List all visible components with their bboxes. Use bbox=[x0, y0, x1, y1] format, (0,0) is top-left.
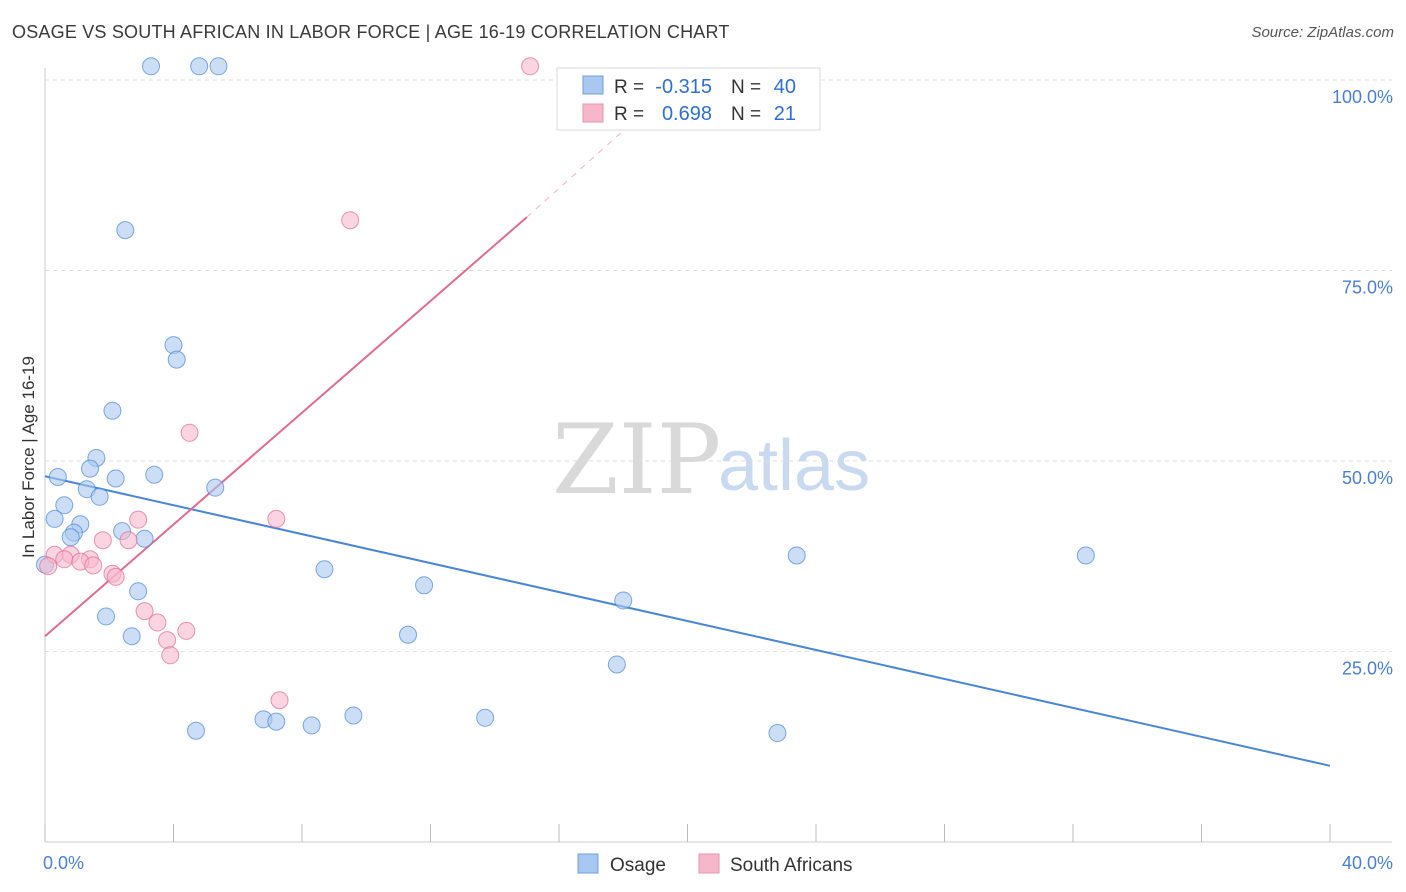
data-point-south-africans bbox=[158, 631, 177, 650]
grid-lines bbox=[45, 79, 1392, 652]
axes bbox=[44, 68, 1392, 843]
data-points bbox=[36, 57, 1095, 743]
data-point-osage bbox=[106, 469, 125, 488]
data-point-osage bbox=[103, 401, 122, 420]
watermark: ZIP atlas bbox=[552, 404, 870, 516]
bottom-legend-label-south-africans: South Africans bbox=[730, 855, 853, 876]
legend-swatch-osage bbox=[582, 75, 604, 95]
chart-title: OSAGE VS SOUTH AFRICAN IN LABOR FORCE | … bbox=[12, 22, 730, 42]
y-tick-label: 25.0% bbox=[1342, 659, 1393, 679]
data-point-south-africans bbox=[148, 613, 167, 632]
watermark-zip: ZIP bbox=[552, 404, 721, 516]
data-point-osage bbox=[399, 625, 418, 644]
data-point-south-africans bbox=[267, 509, 286, 528]
data-point-osage bbox=[607, 655, 626, 674]
legend-swatch-south-africans bbox=[582, 103, 604, 123]
trend-line-osage bbox=[44, 475, 1331, 767]
data-point-osage bbox=[61, 528, 80, 547]
y-axis-label: In Labor Force | Age 16-19 bbox=[19, 356, 38, 558]
legend-n-label-south-africans: N = bbox=[731, 104, 761, 125]
data-point-osage bbox=[90, 487, 109, 506]
data-point-osage bbox=[55, 496, 74, 515]
data-point-osage bbox=[45, 509, 64, 528]
trend-line-south-africans bbox=[44, 216, 528, 638]
x-tick-label: 40.0% bbox=[1342, 853, 1393, 873]
data-point-osage bbox=[122, 627, 141, 646]
data-point-osage bbox=[190, 57, 209, 76]
data-point-south-africans bbox=[119, 531, 138, 550]
bottom-legend: Osage South Africans bbox=[577, 853, 853, 876]
data-point-south-africans bbox=[177, 621, 196, 640]
legend-r-value-south-africans: 0.698 bbox=[662, 103, 712, 125]
x-tick-label: 0.0% bbox=[43, 853, 84, 873]
data-point-osage bbox=[768, 724, 787, 743]
data-point-south-africans bbox=[39, 557, 58, 576]
data-point-osage bbox=[116, 221, 135, 240]
data-point-south-africans bbox=[180, 423, 199, 442]
data-point-osage bbox=[48, 468, 67, 487]
data-point-south-africans bbox=[106, 567, 125, 586]
data-point-south-africans bbox=[521, 57, 540, 76]
data-point-osage bbox=[135, 529, 154, 548]
data-point-osage bbox=[167, 350, 186, 369]
y-tick-label: 75.0% bbox=[1342, 278, 1393, 298]
bottom-legend-swatch-osage bbox=[577, 853, 599, 874]
data-point-osage bbox=[97, 607, 116, 626]
legend-n-label-osage: N = bbox=[731, 77, 761, 98]
data-point-south-africans bbox=[129, 510, 148, 529]
legend-r-value-osage: -0.315 bbox=[655, 76, 712, 98]
watermark-atlas: atlas bbox=[718, 426, 870, 506]
stats-legend: R = -0.315 N = 40 R = 0.698 N = 21 bbox=[556, 67, 821, 131]
data-point-south-africans bbox=[161, 646, 180, 665]
data-point-osage bbox=[206, 478, 225, 497]
data-point-south-africans bbox=[135, 602, 154, 621]
legend-r-label-south-africans: R = bbox=[614, 104, 644, 125]
data-point-osage bbox=[302, 716, 321, 735]
data-point-osage bbox=[344, 706, 363, 725]
data-point-osage bbox=[267, 712, 286, 731]
data-point-south-africans bbox=[55, 550, 74, 569]
data-point-south-africans bbox=[84, 556, 103, 575]
data-point-osage bbox=[209, 57, 228, 76]
data-point-osage bbox=[315, 560, 334, 579]
data-point-osage bbox=[787, 546, 806, 565]
data-point-osage bbox=[129, 582, 148, 601]
data-point-osage bbox=[415, 576, 434, 595]
data-point-south-africans bbox=[270, 691, 289, 710]
bottom-legend-swatch-south-africans bbox=[698, 853, 720, 874]
legend-n-value-osage: 40 bbox=[774, 76, 796, 98]
chart-source: Source: ZipAtlas.com bbox=[1251, 24, 1394, 41]
y-tick-label: 50.0% bbox=[1342, 468, 1393, 488]
data-point-osage bbox=[145, 465, 164, 484]
data-point-osage bbox=[476, 708, 495, 727]
data-point-south-africans bbox=[341, 211, 360, 230]
data-point-osage bbox=[142, 57, 161, 76]
tick-labels: 25.0% 50.0% 75.0% 100.0% 0.0% 40.0% bbox=[43, 87, 1393, 873]
data-point-osage bbox=[80, 459, 99, 478]
data-point-osage bbox=[1076, 546, 1095, 565]
legend-r-label-osage: R = bbox=[614, 77, 644, 98]
bottom-legend-label-osage: Osage bbox=[610, 855, 666, 876]
legend-n-value-south-africans: 21 bbox=[774, 103, 796, 125]
data-point-osage bbox=[186, 721, 205, 740]
y-tick-label: 100.0% bbox=[1332, 87, 1393, 107]
data-point-osage bbox=[614, 591, 633, 610]
data-point-south-africans bbox=[93, 531, 112, 550]
